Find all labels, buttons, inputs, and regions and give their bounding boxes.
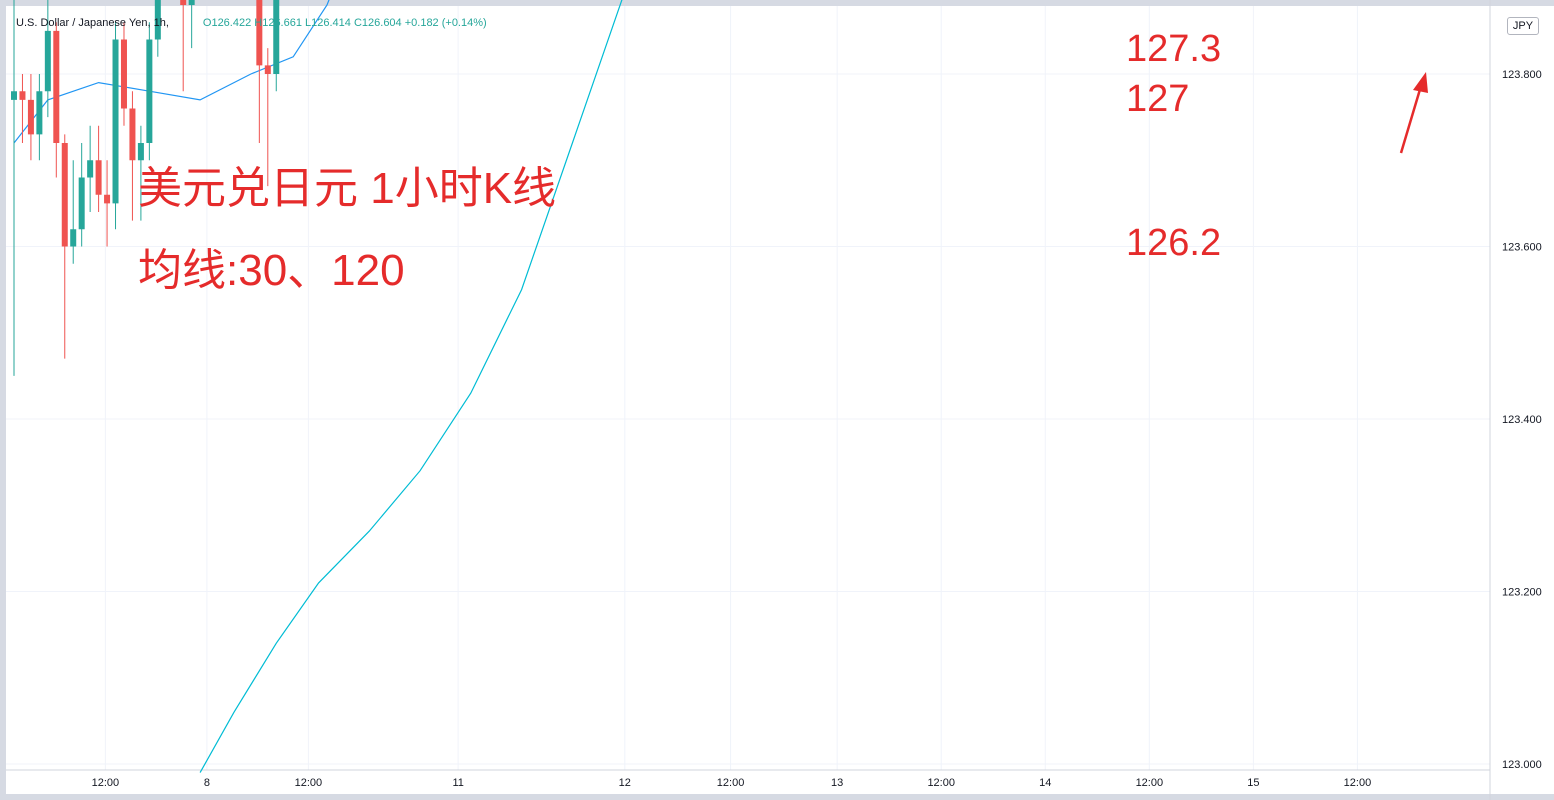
candle-body: [78, 177, 85, 230]
ma-label-annotation: 均线:30、120: [138, 246, 405, 295]
candle: [36, 74, 43, 161]
candle: [44, 0, 51, 118]
candle: [129, 91, 136, 221]
arrow-shaft: [1399, 85, 1423, 154]
time-axis-label: 13: [831, 777, 843, 789]
up-arrow-annotation: [1399, 72, 1428, 154]
candle-body: [95, 160, 102, 195]
candle: [19, 74, 26, 143]
candle-body: [264, 65, 271, 74]
support-annotation: 126.2: [1126, 222, 1222, 264]
candle: [87, 125, 94, 212]
time-axis-label: 12:00: [1136, 777, 1164, 789]
candle-body: [188, 0, 195, 5]
price-axis-label: 123.000: [1502, 759, 1542, 771]
chart-title-annotation: 美元兑日元 1小时K线: [138, 164, 557, 213]
currency-badge[interactable]: JPY: [1507, 17, 1539, 35]
price-axis-label: 123.200: [1502, 587, 1542, 599]
candle-body: [256, 0, 263, 66]
time-axis-label: 14: [1039, 777, 1051, 789]
candle-body: [154, 0, 161, 40]
target-low-annotation: 127: [1126, 78, 1190, 120]
time-axis: 12:00 8 12:00 11 12 12:00 13 12:00 14 12:00 15 12:0…: [92, 777, 1372, 789]
candle: [11, 0, 17, 376]
candle-body: [61, 143, 68, 247]
price-axis-label: 123.400: [1502, 414, 1542, 426]
symbol-name: U.S. Dollar / Japanese Yen, 1h,: [16, 17, 169, 29]
candle-body: [120, 39, 127, 109]
candle: [27, 74, 34, 161]
price-axis-label: 123.600: [1502, 242, 1542, 254]
candle-body: [11, 91, 17, 100]
price-axis-label: 123.800: [1502, 69, 1542, 81]
candles: [11, 0, 280, 376]
time-axis-label: 12:00: [927, 777, 955, 789]
ohlc-values: O126.422 H126.661 L126.414 C126.604 +0.1…: [202, 17, 487, 29]
candle: [61, 134, 68, 359]
candle: [95, 125, 102, 212]
candle: [256, 0, 263, 143]
candle-body: [53, 30, 60, 143]
candle: [112, 22, 119, 230]
candle-body: [137, 143, 144, 161]
candle-body: [36, 91, 43, 135]
candle-body: [180, 0, 187, 5]
time-axis-label: 12: [619, 777, 631, 789]
arrow-head: [1413, 72, 1428, 93]
ma-line-ma120: [199, 0, 623, 773]
candle-body: [27, 99, 34, 135]
candle-body: [129, 108, 136, 161]
time-axis-label: 12:00: [92, 777, 120, 789]
candle: [137, 125, 144, 221]
candle: [120, 22, 127, 126]
time-axis-label: 12:00: [295, 777, 323, 789]
candle: [78, 143, 85, 247]
symbol-legend: U.S. Dollar / Japanese Yen, 1h, O126.422 …: [16, 17, 487, 29]
candle-body: [44, 30, 51, 92]
candle-body: [273, 0, 280, 74]
price-axis: 127.200127.000126.800126.600126.400126.2…: [1502, 69, 1542, 771]
candle: [180, 0, 187, 92]
candle-body: [104, 194, 111, 204]
candle: [264, 48, 271, 187]
candle-body: [112, 39, 119, 204]
candle: [104, 160, 111, 247]
candle-body: [70, 229, 77, 247]
grid: [6, 0, 1491, 800]
moving-average-lines: [13, 0, 623, 773]
time-axis-label: 11: [452, 777, 463, 789]
candle: [273, 0, 280, 92]
target-high-annotation: 127.3: [1126, 28, 1222, 70]
candle-body: [146, 39, 153, 143]
time-axis-label: 12:00: [717, 777, 745, 789]
candle: [146, 22, 153, 161]
ma-line-ma30: [13, 0, 330, 144]
candle: [53, 22, 60, 178]
candle-body: [87, 160, 94, 178]
time-axis-label: 8: [204, 777, 210, 789]
candle: [70, 160, 77, 264]
candle: [154, 0, 161, 57]
candle-body: [19, 91, 26, 100]
time-axis-label: 12:00: [1344, 777, 1372, 789]
time-axis-label: 15: [1247, 777, 1259, 789]
candle: [188, 0, 195, 49]
